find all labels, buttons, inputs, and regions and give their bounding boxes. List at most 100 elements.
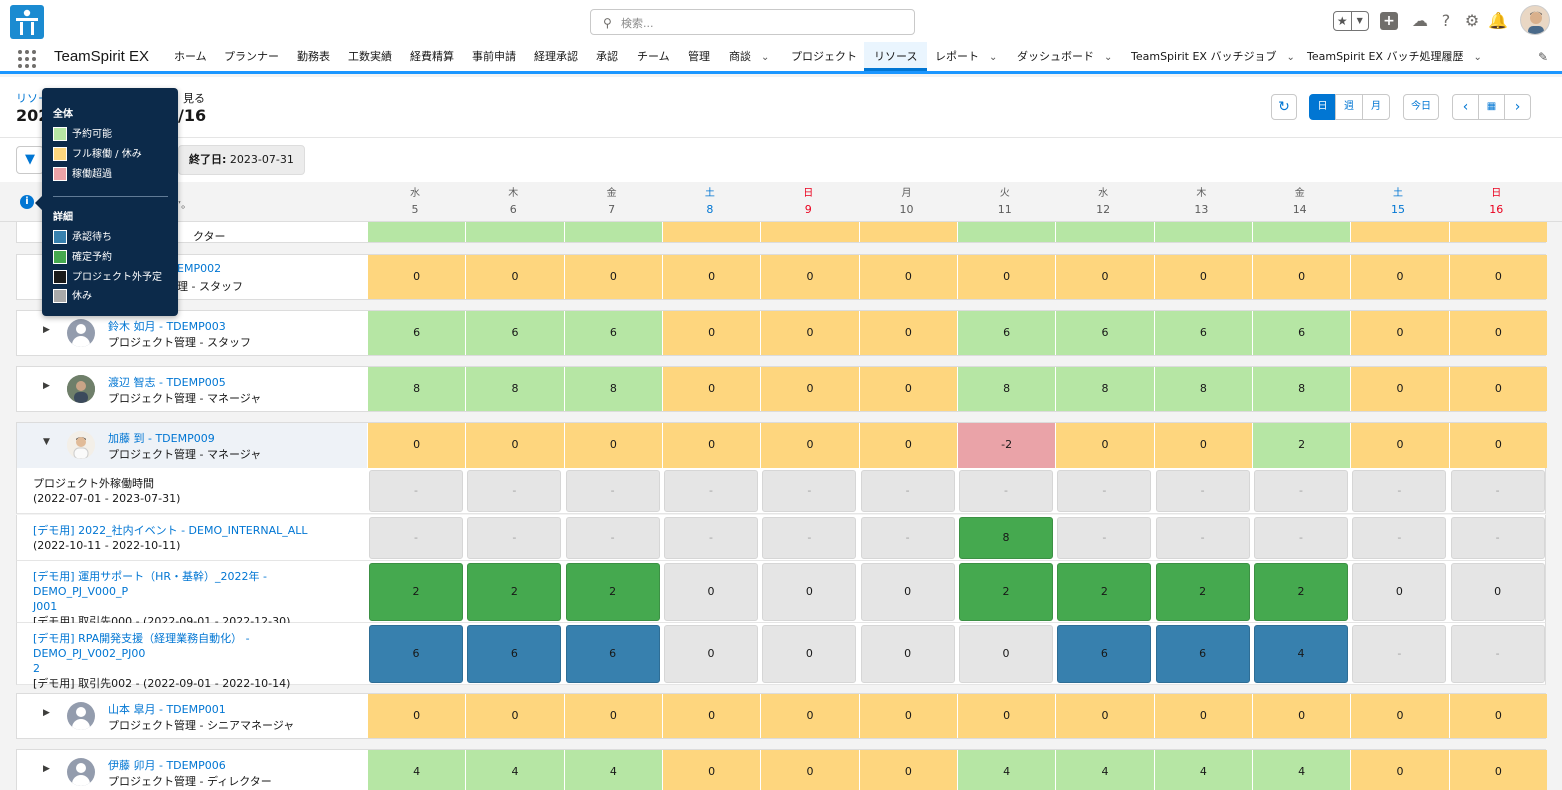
assignment-cell[interactable]: - (1352, 517, 1447, 559)
resource-row[interactable]: ▶ 伊藤 卯月 - TDEMP006 プロジェクト管理 - ディレクター 4 4 4 0 0 0… (16, 749, 1547, 790)
capacity-cell[interactable]: 0 (957, 255, 1056, 299)
capacity-cell[interactable]: 4 (1252, 750, 1351, 790)
nav-item-pre-request[interactable]: 事前申請 (472, 50, 516, 63)
resource-row[interactable]: ▶ 鈴木 如月 - TDEMP003 プロジェクト管理 - スタッフ 6 6 6 0 0 0 6 6… (16, 310, 1547, 356)
capacity-cell[interactable]: 6 (1055, 311, 1154, 355)
capacity-cell[interactable]: 0 (1350, 367, 1449, 411)
capacity-cell[interactable]: 2 (1252, 423, 1351, 468)
assignment-cell[interactable]: 2 (959, 563, 1053, 621)
nav-item-report[interactable]: レポート ⌄ (935, 50, 998, 63)
capacity-cell[interactable]: 4 (1055, 750, 1154, 790)
capacity-cell[interactable]: 4 (465, 750, 564, 790)
assignment-cell[interactable]: - (860, 470, 955, 512)
capacity-cell[interactable]: 0 (662, 255, 761, 299)
capacity-cell[interactable]: 0 (1448, 255, 1547, 299)
assignment-cell[interactable]: - (467, 470, 562, 512)
capacity-cell[interactable] (858, 222, 957, 242)
assignment-cell[interactable]: - (860, 517, 955, 559)
capacity-cell[interactable] (760, 222, 859, 242)
assignment-cell[interactable]: - (762, 470, 857, 512)
assignment-cell[interactable]: - (1254, 517, 1348, 559)
capacity-cell[interactable]: 0 (957, 694, 1056, 738)
assignment-cell[interactable]: - (1057, 517, 1152, 559)
expand-chevron-icon[interactable]: ▶ (43, 381, 50, 391)
end-date-filter-pill[interactable]: 終了日: 2023-07-31 (178, 145, 305, 175)
capacity-cell[interactable]: 0 (1448, 750, 1547, 790)
capacity-cell[interactable]: 0 (1055, 255, 1154, 299)
assignment-cell[interactable]: - (1057, 470, 1152, 512)
project-name-link[interactable]: [デモ用] 2022_社内イベント - DEMO_INTERNAL_ALL (33, 524, 308, 537)
capacity-cell[interactable]: 0 (1350, 255, 1449, 299)
gear-icon[interactable]: ⚙ (1464, 11, 1480, 30)
refresh-button[interactable]: ↻ (1271, 94, 1297, 120)
resource-name[interactable]: 山本 皐月 - TDEMP001 (108, 703, 226, 716)
resource-name[interactable]: 加藤 到 - TDEMP009 (108, 432, 215, 445)
resource-name[interactable]: 渡辺 智志 - TDEMP005 (108, 376, 226, 389)
capacity-cell[interactable]: 8 (1153, 367, 1252, 411)
assignment-cell[interactable]: 0 (959, 625, 1053, 683)
capacity-cell[interactable]: 0 (1448, 423, 1547, 468)
assignment-cell[interactable]: 0 (1352, 563, 1447, 621)
chevron-down-icon[interactable]: ⌄ (761, 52, 770, 63)
assignment-cell[interactable]: - (1450, 470, 1545, 512)
assignment-cell[interactable]: 8 (959, 517, 1053, 559)
capacity-cell[interactable]: 0 (1350, 311, 1449, 355)
view-week-button[interactable]: 週 (1335, 94, 1363, 120)
capacity-cell[interactable] (465, 222, 564, 242)
capacity-cell[interactable]: 0 (662, 311, 761, 355)
assignment-cell[interactable]: 0 (762, 625, 857, 683)
nav-item-batch-history[interactable]: TeamSpirit EX バッチ処理履歴 ⌄ (1307, 50, 1482, 63)
capacity-cell[interactable]: 0 (367, 423, 466, 468)
nav-item-opportunity[interactable]: 商談 ⌄ (729, 50, 770, 63)
capacity-cell[interactable]: 0 (760, 750, 859, 790)
nav-item-work-hours[interactable]: 工数実績 (348, 50, 392, 63)
nav-item-timesheet[interactable]: 勤務表 (297, 50, 330, 63)
chevron-down-icon[interactable]: ⌄ (1473, 52, 1482, 63)
user-avatar[interactable] (1520, 5, 1550, 35)
chevron-down-icon[interactable]: ⌄ (989, 52, 998, 63)
capacity-cell[interactable]: 0 (1448, 694, 1547, 738)
capacity-cell[interactable]: 0 (465, 255, 564, 299)
capacity-cell[interactable]: 0 (760, 311, 859, 355)
capacity-cell[interactable]: 0 (1350, 694, 1449, 738)
capacity-cell[interactable]: 6 (465, 311, 564, 355)
expand-chevron-icon[interactable]: ▶ (43, 708, 50, 718)
capacity-cell[interactable]: 4 (1153, 750, 1252, 790)
view-day-button[interactable]: 日 (1309, 94, 1336, 120)
assignment-cell[interactable]: - (565, 470, 660, 512)
project-name-link[interactable]: [デモ用] RPA開発支援（経理業務自動化） - DEMO_PJ_V002_PJ… (33, 632, 250, 660)
resource-name[interactable]: 鈴木 如月 - TDEMP003 (108, 320, 226, 333)
resource-row[interactable]: クター (16, 222, 1547, 243)
chevron-down-icon[interactable]: ▼ (1350, 12, 1369, 30)
assignment-cell[interactable]: 0 (762, 563, 857, 621)
capacity-cell[interactable]: 8 (465, 367, 564, 411)
nav-item-dashboard[interactable]: ダッシュボード ⌄ (1017, 50, 1113, 63)
capacity-cell[interactable]: 6 (1153, 311, 1252, 355)
capacity-cell[interactable]: 8 (1055, 367, 1154, 411)
capacity-cell[interactable]: 4 (367, 750, 466, 790)
collapse-chevron-icon[interactable]: ▼ (43, 437, 50, 447)
nav-item-approval[interactable]: 承認 (596, 50, 618, 63)
search-input[interactable]: ⚲ 検索... (590, 9, 915, 35)
assignment-cell[interactable]: - (1352, 625, 1447, 683)
assignment-cell[interactable]: 6 (369, 625, 463, 683)
assignment-cell[interactable]: - (762, 517, 857, 559)
capacity-cell[interactable]: 0 (662, 694, 761, 738)
capacity-cell[interactable]: 0 (760, 423, 859, 468)
chevron-down-icon[interactable]: ⌄ (1104, 52, 1113, 63)
assignment-cell[interactable]: 6 (467, 625, 562, 683)
capacity-cell[interactable] (1350, 222, 1449, 242)
capacity-cell[interactable]: 6 (367, 311, 466, 355)
resource-row[interactable]: ▶ 山本 皐月 - TDEMP001 プロジェクト管理 - シニアマネージャ 0 0 0 0… (16, 693, 1547, 739)
project-name-link-cont[interactable]: 2 (33, 662, 40, 675)
assignment-cell[interactable]: - (1450, 625, 1545, 683)
assignment-cell[interactable]: - (1254, 470, 1348, 512)
trailhead-icon[interactable]: ☁ (1412, 11, 1428, 30)
assignment-cell[interactable]: - (369, 517, 463, 559)
capacity-cell[interactable]: 0 (760, 367, 859, 411)
nav-item-accounting-approval[interactable]: 経理承認 (534, 50, 578, 63)
capacity-cell[interactable]: 0 (563, 694, 662, 738)
info-icon[interactable]: i (20, 195, 34, 209)
app-launcher-icon[interactable] (18, 50, 36, 68)
assignment-cell[interactable]: 2 (1155, 563, 1250, 621)
